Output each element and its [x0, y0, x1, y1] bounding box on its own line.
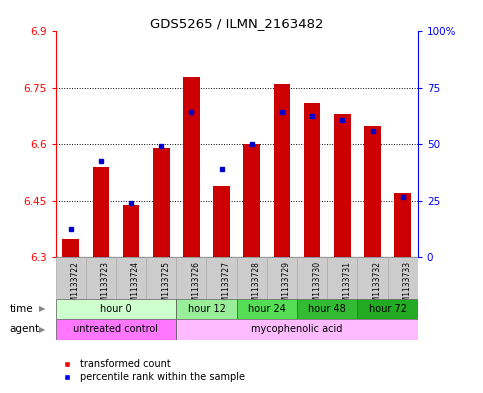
Text: hour 24: hour 24	[248, 304, 286, 314]
Bar	[304, 103, 320, 257]
Text: GSM1133724: GSM1133724	[131, 261, 140, 312]
Bar	[123, 205, 139, 257]
Bar	[56, 257, 86, 299]
Bar	[56, 299, 176, 319]
Text: GSM1133731: GSM1133731	[342, 261, 351, 312]
Bar	[388, 257, 418, 299]
Bar	[357, 257, 388, 299]
Bar	[93, 167, 109, 257]
Bar	[357, 299, 418, 319]
Bar	[267, 257, 297, 299]
Text: ▶: ▶	[39, 305, 45, 313]
Bar	[207, 257, 237, 299]
Text: GSM1133726: GSM1133726	[191, 261, 200, 312]
Bar	[176, 257, 207, 299]
Bar	[327, 257, 357, 299]
Text: GSM1133727: GSM1133727	[222, 261, 230, 312]
Bar	[395, 193, 411, 257]
Bar	[62, 239, 79, 257]
Text: ▶: ▶	[39, 325, 45, 334]
Bar	[213, 186, 230, 257]
Text: GSM1133729: GSM1133729	[282, 261, 291, 312]
Text: GSM1133728: GSM1133728	[252, 261, 261, 312]
Text: time: time	[10, 304, 33, 314]
Text: mycophenolic acid: mycophenolic acid	[251, 324, 343, 334]
Bar	[176, 299, 237, 319]
Bar	[243, 145, 260, 257]
Bar	[297, 257, 327, 299]
Bar	[297, 299, 357, 319]
Bar	[56, 319, 176, 340]
Bar	[274, 84, 290, 257]
Text: GSM1133733: GSM1133733	[403, 261, 412, 312]
Legend: transformed count, percentile rank within the sample: transformed count, percentile rank withi…	[53, 356, 249, 386]
Bar	[153, 148, 170, 257]
Bar	[334, 114, 351, 257]
Text: GSM1133722: GSM1133722	[71, 261, 80, 312]
Bar	[183, 77, 199, 257]
Text: GSM1133725: GSM1133725	[161, 261, 170, 312]
Text: GSM1133730: GSM1133730	[312, 261, 321, 312]
Text: GSM1133723: GSM1133723	[101, 261, 110, 312]
Bar	[146, 257, 176, 299]
Bar	[116, 257, 146, 299]
Bar	[237, 299, 297, 319]
Text: hour 72: hour 72	[369, 304, 407, 314]
Text: hour 0: hour 0	[100, 304, 132, 314]
Text: hour 12: hour 12	[187, 304, 226, 314]
Text: untreated control: untreated control	[73, 324, 158, 334]
Bar	[237, 257, 267, 299]
Text: agent: agent	[10, 324, 40, 334]
Bar	[364, 126, 381, 257]
Bar	[176, 319, 418, 340]
Text: GSM1133732: GSM1133732	[372, 261, 382, 312]
Text: hour 48: hour 48	[308, 304, 346, 314]
Title: GDS5265 / ILMN_2163482: GDS5265 / ILMN_2163482	[150, 17, 324, 30]
Bar	[86, 257, 116, 299]
